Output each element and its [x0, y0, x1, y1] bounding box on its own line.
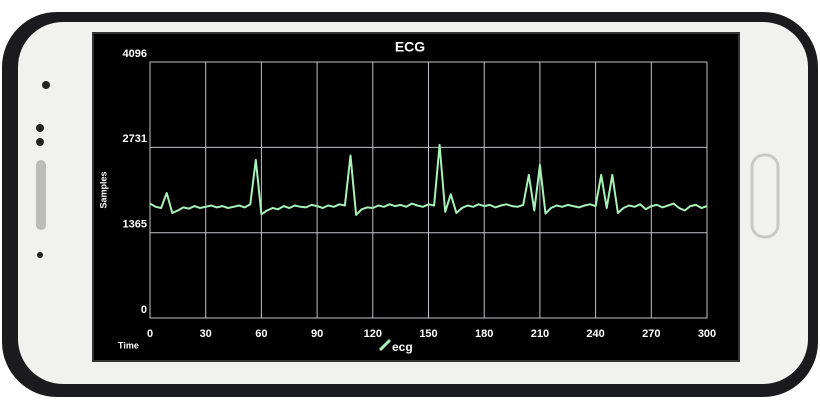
sensor — [42, 81, 50, 89]
x-tick-label: 180 — [475, 328, 493, 340]
camera — [36, 124, 44, 132]
x-tick-label: 30 — [200, 328, 212, 340]
x-tick-label: 90 — [311, 328, 323, 340]
chart-title: ECG — [395, 39, 425, 55]
x-tick-label: 300 — [698, 328, 716, 340]
x-tick-label: 210 — [531, 328, 549, 340]
legend-label: ecg — [392, 340, 413, 354]
x-tick-label: 150 — [419, 328, 437, 340]
x-tick-label: 270 — [642, 328, 660, 340]
x-tick-label: 60 — [255, 328, 267, 340]
x-tick-label: 120 — [364, 328, 382, 340]
y-tick-label: 0 — [141, 304, 147, 316]
sensor — [37, 252, 43, 258]
phone-photo: ECG Samples Time 0 1365 2731 4096 0 30 60 90 120… — [0, 0, 820, 408]
x-tick-label: 0 — [147, 328, 153, 340]
camera — [36, 138, 44, 146]
screen — [93, 33, 739, 361]
x-tick-label: 240 — [586, 328, 604, 340]
y-tick-label: 2731 — [123, 133, 147, 145]
page: {"chart_data": {"type": "line", "title":… — [0, 0, 820, 408]
y-tick-label: 1365 — [123, 219, 147, 231]
y-tick-label: 4096 — [123, 48, 147, 60]
x-axis-label: Time — [118, 340, 139, 350]
speaker — [36, 160, 46, 230]
y-axis-label: Samples — [98, 171, 108, 208]
